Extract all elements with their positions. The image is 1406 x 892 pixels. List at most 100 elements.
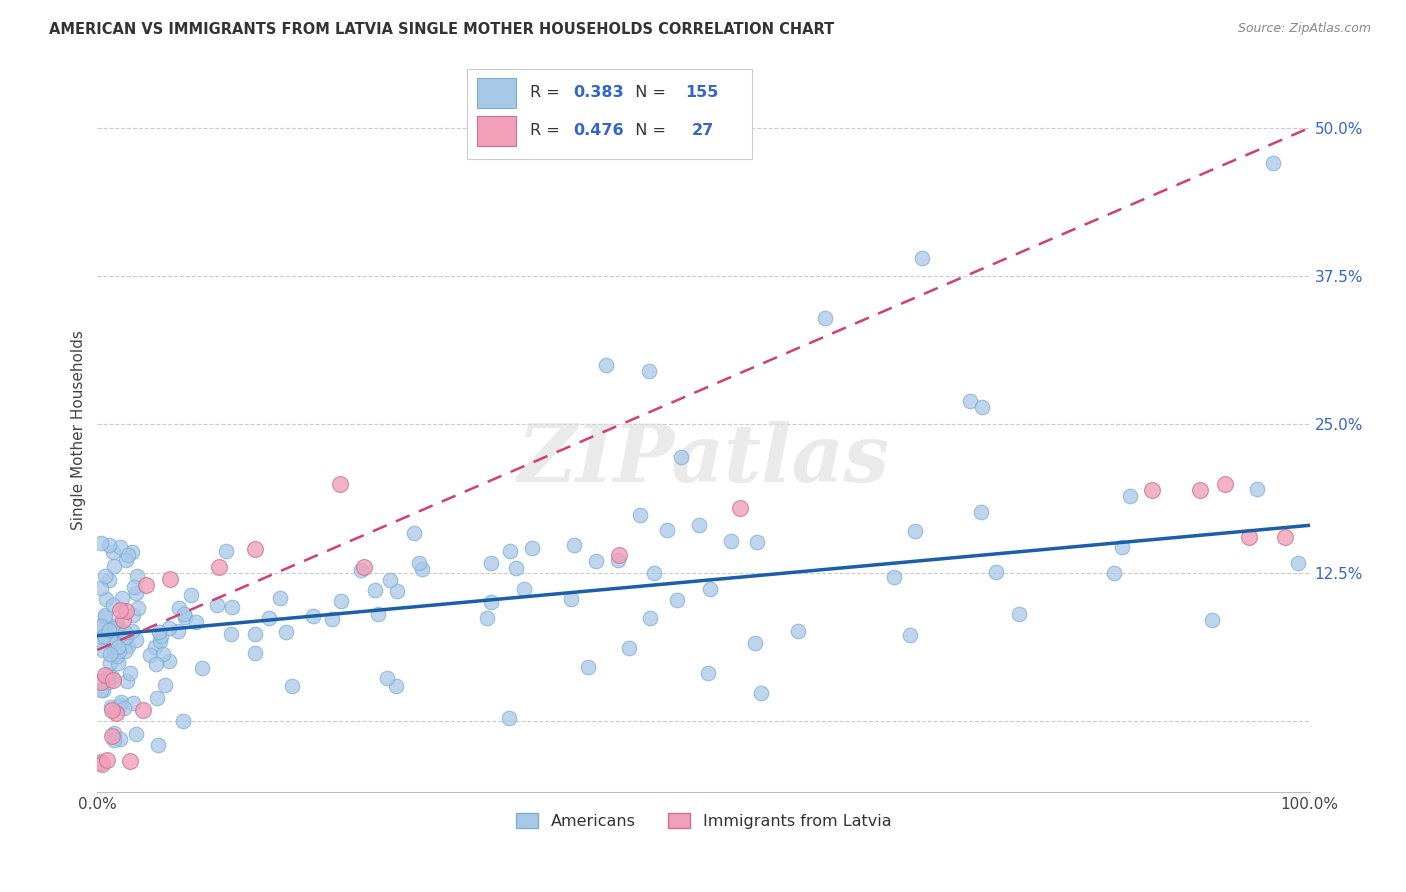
Point: [98, 623, 121, 637]
Point: [498, 543, 520, 558]
Point: [215, 544, 238, 558]
Point: [157, 621, 180, 635]
Point: [688, 518, 710, 533]
Point: [97, 573, 120, 587]
Point: [728, 500, 751, 515]
Point: [152, 647, 174, 661]
Point: [93, 629, 115, 643]
Point: [385, 679, 408, 693]
Point: [665, 593, 688, 607]
Point: [513, 582, 536, 597]
Point: [257, 610, 280, 624]
Point: [127, 600, 149, 615]
Point: [96, 753, 118, 767]
Point: [643, 566, 665, 581]
Point: [1237, 530, 1260, 544]
Point: [378, 573, 401, 587]
Point: [479, 595, 502, 609]
Point: [135, 577, 157, 591]
Text: R =: R =: [530, 85, 565, 100]
Point: [117, 639, 139, 653]
Text: N =: N =: [624, 122, 671, 137]
Point: [522, 541, 544, 555]
Point: [787, 624, 810, 638]
Point: [505, 561, 527, 575]
Point: [585, 554, 607, 568]
Point: [1102, 566, 1125, 580]
Point: [97, 668, 120, 682]
Point: [101, 599, 124, 613]
Point: [122, 696, 145, 710]
Point: [699, 582, 721, 596]
Text: 0.383: 0.383: [574, 85, 624, 100]
Point: [103, 637, 125, 651]
Point: [330, 594, 353, 608]
Point: [90, 535, 112, 549]
Point: [110, 695, 132, 709]
Point: [167, 601, 190, 615]
Point: [114, 625, 136, 640]
Point: [669, 450, 692, 465]
Point: [94, 607, 117, 622]
Point: [103, 559, 125, 574]
Point: [90, 620, 112, 634]
Point: [93, 668, 115, 682]
Point: [103, 673, 125, 687]
Point: [98, 624, 121, 638]
Point: [157, 654, 180, 668]
Point: [107, 656, 129, 670]
Point: [114, 603, 136, 617]
Point: [159, 572, 181, 586]
Point: [108, 644, 131, 658]
Point: [145, 657, 167, 671]
Point: [321, 612, 343, 626]
Point: [121, 624, 143, 639]
Point: [638, 611, 661, 625]
Point: [1140, 483, 1163, 497]
Point: [107, 622, 129, 636]
Point: [125, 569, 148, 583]
Point: [105, 618, 128, 632]
Point: [408, 556, 430, 570]
Point: [628, 508, 651, 523]
Point: [94, 592, 117, 607]
Text: 27: 27: [692, 122, 714, 137]
Point: [153, 678, 176, 692]
Point: [90, 674, 112, 689]
Point: [606, 553, 628, 567]
Point: [110, 540, 132, 554]
Point: [90, 619, 112, 633]
Point: [103, 643, 125, 657]
Point: [1263, 156, 1285, 170]
Point: [560, 591, 582, 606]
Point: [595, 358, 617, 372]
FancyBboxPatch shape: [477, 116, 516, 146]
Text: 0.476: 0.476: [574, 122, 624, 137]
Point: [1111, 540, 1133, 554]
Text: ZIPatlas: ZIPatlas: [517, 421, 890, 498]
Point: [959, 393, 981, 408]
Point: [353, 559, 375, 574]
Point: [91, 756, 114, 771]
Point: [115, 674, 138, 689]
Point: [350, 563, 373, 577]
Point: [143, 640, 166, 654]
Point: [111, 591, 134, 605]
Point: [207, 559, 229, 574]
Point: [904, 524, 927, 539]
FancyBboxPatch shape: [477, 78, 516, 108]
Point: [98, 647, 121, 661]
Point: [173, 607, 195, 622]
Point: [617, 641, 640, 656]
Point: [101, 670, 124, 684]
Point: [180, 588, 202, 602]
Point: [744, 636, 766, 650]
Point: [125, 585, 148, 599]
Point: [103, 733, 125, 747]
Point: [1246, 483, 1268, 497]
Point: [910, 252, 932, 266]
Point: [638, 364, 661, 378]
Point: [481, 556, 503, 570]
Point: [191, 661, 214, 675]
Point: [281, 679, 304, 693]
